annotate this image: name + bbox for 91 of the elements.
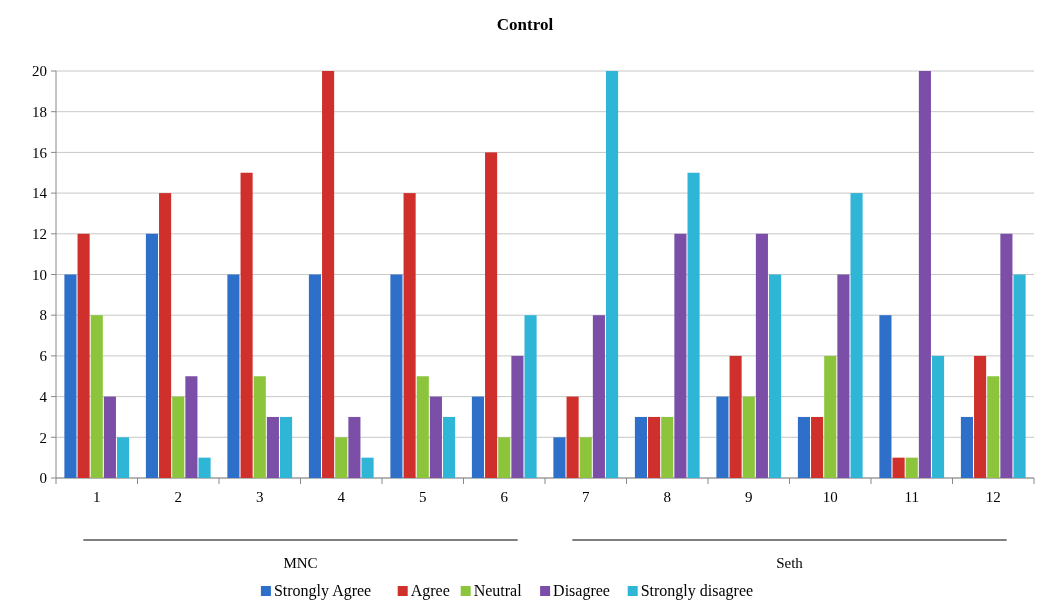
y-tick-label: 16 bbox=[32, 144, 48, 161]
legend-label: Strongly disagree bbox=[640, 582, 754, 600]
bar bbox=[103, 396, 116, 478]
bar bbox=[824, 355, 837, 478]
bar bbox=[443, 416, 456, 478]
x-tick-label: 4 bbox=[337, 489, 346, 505]
bar bbox=[592, 315, 605, 478]
bar bbox=[811, 416, 824, 478]
bar bbox=[185, 376, 198, 478]
bar bbox=[606, 71, 619, 478]
bar bbox=[687, 172, 700, 478]
bar bbox=[932, 355, 945, 478]
bar bbox=[837, 274, 850, 478]
bar bbox=[729, 355, 742, 478]
text: MNC bbox=[283, 555, 318, 571]
bar bbox=[974, 355, 987, 478]
bar bbox=[335, 437, 348, 478]
legend-label: Strongly Agree bbox=[273, 582, 372, 600]
bar bbox=[172, 396, 185, 478]
bar bbox=[511, 355, 524, 478]
x-tick-label: 10 bbox=[822, 489, 838, 505]
bar bbox=[498, 437, 511, 478]
bar bbox=[769, 274, 782, 478]
y-tick-label: 14 bbox=[32, 185, 48, 202]
x-tick-label: 5 bbox=[419, 489, 427, 505]
bar bbox=[579, 437, 592, 478]
bar bbox=[553, 437, 566, 478]
bar bbox=[918, 71, 931, 478]
y-tick-label: 2 bbox=[39, 429, 47, 446]
x-tick-label: 1 bbox=[93, 489, 101, 505]
bar bbox=[322, 71, 335, 478]
bar bbox=[253, 376, 266, 478]
bar bbox=[64, 274, 77, 478]
bar bbox=[716, 396, 729, 478]
bar bbox=[416, 376, 429, 478]
x-tick-label: 2 bbox=[174, 489, 182, 505]
bar bbox=[755, 233, 768, 478]
bar bbox=[227, 274, 240, 478]
bar bbox=[429, 396, 442, 478]
bar bbox=[879, 315, 892, 478]
bar bbox=[674, 233, 687, 478]
bar bbox=[742, 396, 755, 478]
bar bbox=[987, 376, 1000, 478]
bar bbox=[960, 416, 973, 478]
y-tick-label: 12 bbox=[32, 226, 47, 243]
y-tick-label: 18 bbox=[32, 103, 47, 120]
bar bbox=[1000, 233, 1013, 478]
bar bbox=[566, 396, 579, 478]
bar bbox=[90, 315, 103, 478]
bar bbox=[648, 416, 661, 478]
bar bbox=[471, 396, 484, 478]
x-tick-label: 8 bbox=[663, 489, 671, 505]
bar bbox=[77, 233, 90, 478]
bar bbox=[661, 416, 674, 478]
x-tick-label: 6 bbox=[500, 489, 509, 505]
chart-title: Control bbox=[496, 15, 554, 34]
legend-label: Neutral bbox=[473, 582, 523, 599]
bar bbox=[280, 416, 293, 478]
bar bbox=[797, 416, 810, 478]
x-tick-label: 9 bbox=[745, 489, 753, 505]
y-tick-label: 0 bbox=[39, 470, 47, 487]
x-tick-label: 11 bbox=[904, 489, 919, 505]
bar bbox=[361, 457, 374, 478]
x-tick-label: 3 bbox=[256, 489, 264, 505]
bar bbox=[905, 457, 918, 478]
bar bbox=[145, 233, 158, 478]
y-tick-label: 6 bbox=[39, 348, 48, 365]
bar bbox=[1013, 274, 1026, 478]
x-tick-label: 12 bbox=[985, 489, 1001, 505]
legend-label: Agree bbox=[410, 582, 450, 600]
bar bbox=[348, 416, 361, 478]
x-tick-label: 7 bbox=[582, 489, 590, 505]
y-tick-label: 8 bbox=[39, 307, 47, 324]
bar bbox=[850, 193, 863, 478]
bar bbox=[524, 315, 537, 478]
bar bbox=[198, 457, 211, 478]
bar bbox=[634, 416, 647, 478]
bar bbox=[390, 274, 403, 478]
bar bbox=[117, 437, 130, 478]
text: Seth bbox=[776, 555, 804, 571]
y-tick-label: 4 bbox=[39, 388, 48, 405]
y-tick-label: 10 bbox=[32, 266, 47, 283]
bar bbox=[308, 274, 321, 478]
bar bbox=[240, 172, 253, 478]
bar bbox=[403, 193, 416, 478]
bar bbox=[892, 457, 905, 478]
bar bbox=[159, 193, 172, 478]
bar bbox=[266, 416, 279, 478]
legend-label: Disagree bbox=[553, 582, 610, 600]
bar bbox=[485, 152, 498, 478]
y-tick-label: 20 bbox=[32, 63, 47, 80]
